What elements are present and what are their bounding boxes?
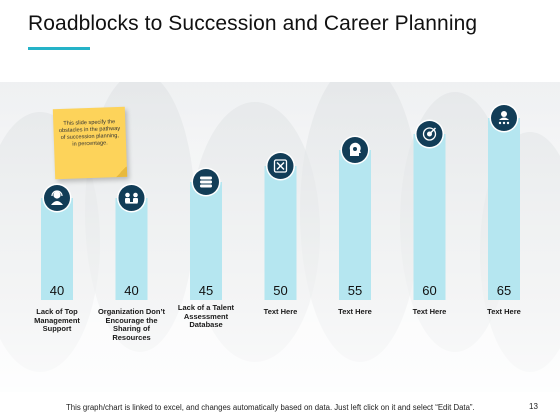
bar-3 xyxy=(190,182,222,300)
category-label-4: Text Here xyxy=(263,307,298,316)
page-number: 13 xyxy=(529,402,538,411)
category-label-6: Text Here xyxy=(412,307,447,316)
head-gear-icon xyxy=(340,135,370,165)
footer-note: This graph/chart is linked to excel, and… xyxy=(66,403,475,412)
bar-1 xyxy=(41,198,73,300)
category-label-7: Text Here xyxy=(487,307,521,316)
star-person-icon xyxy=(489,103,519,133)
bar-value-label-4: 50 xyxy=(273,283,287,298)
bar-value-label-3: 45 xyxy=(199,283,213,298)
bar-value-label-7: 65 xyxy=(497,283,511,298)
title-underline xyxy=(28,47,90,50)
bar-2 xyxy=(115,198,148,300)
bar-value-label-2: 40 xyxy=(124,283,138,298)
database-icon xyxy=(191,167,221,197)
bar-5 xyxy=(339,150,371,300)
bar-value-label-6: 60 xyxy=(422,283,436,298)
slide-title: Roadblocks to Succession and Career Plan… xyxy=(28,12,478,35)
category-label-1: Lack of Top Management Support xyxy=(34,307,80,333)
bar-7 xyxy=(488,118,520,300)
meeting-people-icon xyxy=(117,183,146,213)
target-icon xyxy=(415,119,444,149)
bar-6 xyxy=(413,134,446,300)
category-label-2: Organization Don’t Encourage the Sharing… xyxy=(97,307,166,342)
headset-person-icon xyxy=(42,183,72,213)
category-label-5: Text Here xyxy=(338,307,372,316)
bar-value-label-1: 40 xyxy=(50,283,64,298)
bar-4 xyxy=(264,166,297,300)
category-label-3: Lack of a Talent Assessment Database xyxy=(177,303,235,329)
tools-icon xyxy=(266,151,295,181)
bar-value-label-5: 55 xyxy=(348,283,362,298)
